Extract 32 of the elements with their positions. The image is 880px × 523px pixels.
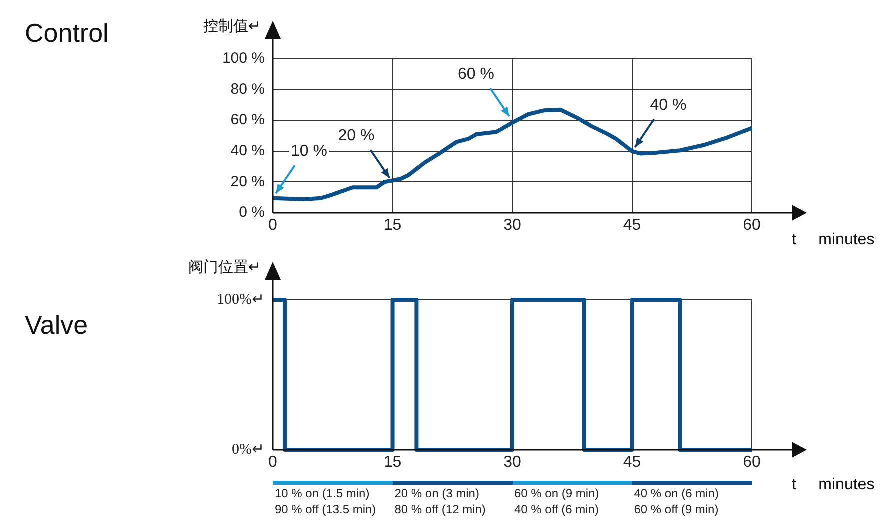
y-tick-label: 40 %	[230, 142, 265, 160]
x-axis-title: t minutes	[792, 476, 875, 494]
x-tick-label: 15	[384, 454, 402, 472]
x-tick-label: 45	[623, 217, 642, 234]
annotation: 20 %	[338, 128, 375, 145]
y-tick-label: 0 %	[239, 204, 265, 222]
x-tick-label: 15	[384, 217, 402, 234]
text: Valve	[25, 310, 88, 341]
annotation: 60 %	[458, 66, 494, 84]
text: 20 % on (3 min) 80 % off (12 min)	[394, 486, 486, 516]
y-tick-label: 20 %	[230, 173, 265, 190]
text: 10 % on (1.5 min) 90 % off (13.5 min)	[275, 486, 376, 516]
y-tick-label: 0%↵	[232, 442, 265, 458]
x-tick-label: 0	[268, 454, 278, 472]
x-tick-label: 30	[504, 454, 522, 472]
x-tick-label: 0	[268, 217, 278, 234]
x-tick-label: 30	[504, 217, 522, 234]
y-tick-label: 80 %	[230, 80, 265, 98]
text: 60 % on (9 min) 40 % off (6 min)	[514, 486, 600, 516]
x-tick-label: 60	[743, 217, 761, 234]
y-tick-label: 100%↵	[217, 292, 265, 308]
text: 40 % on (6 min) 60 % off (9 min)	[634, 486, 719, 516]
x-tick-label: 45	[623, 454, 642, 472]
y-axis-title: 控制值↵	[203, 16, 261, 35]
annotation: 40 %	[650, 96, 687, 114]
y-tick-label: 60 %	[230, 112, 265, 129]
y-axis-title: 阀门位置↵	[188, 258, 261, 276]
x-axis-title: t minutes	[792, 231, 875, 248]
x-tick-label: 60	[743, 454, 761, 472]
chart-title: Control	[25, 18, 109, 49]
y-tick-label: 100 %	[222, 50, 265, 68]
annotation: 10 %	[291, 143, 328, 160]
